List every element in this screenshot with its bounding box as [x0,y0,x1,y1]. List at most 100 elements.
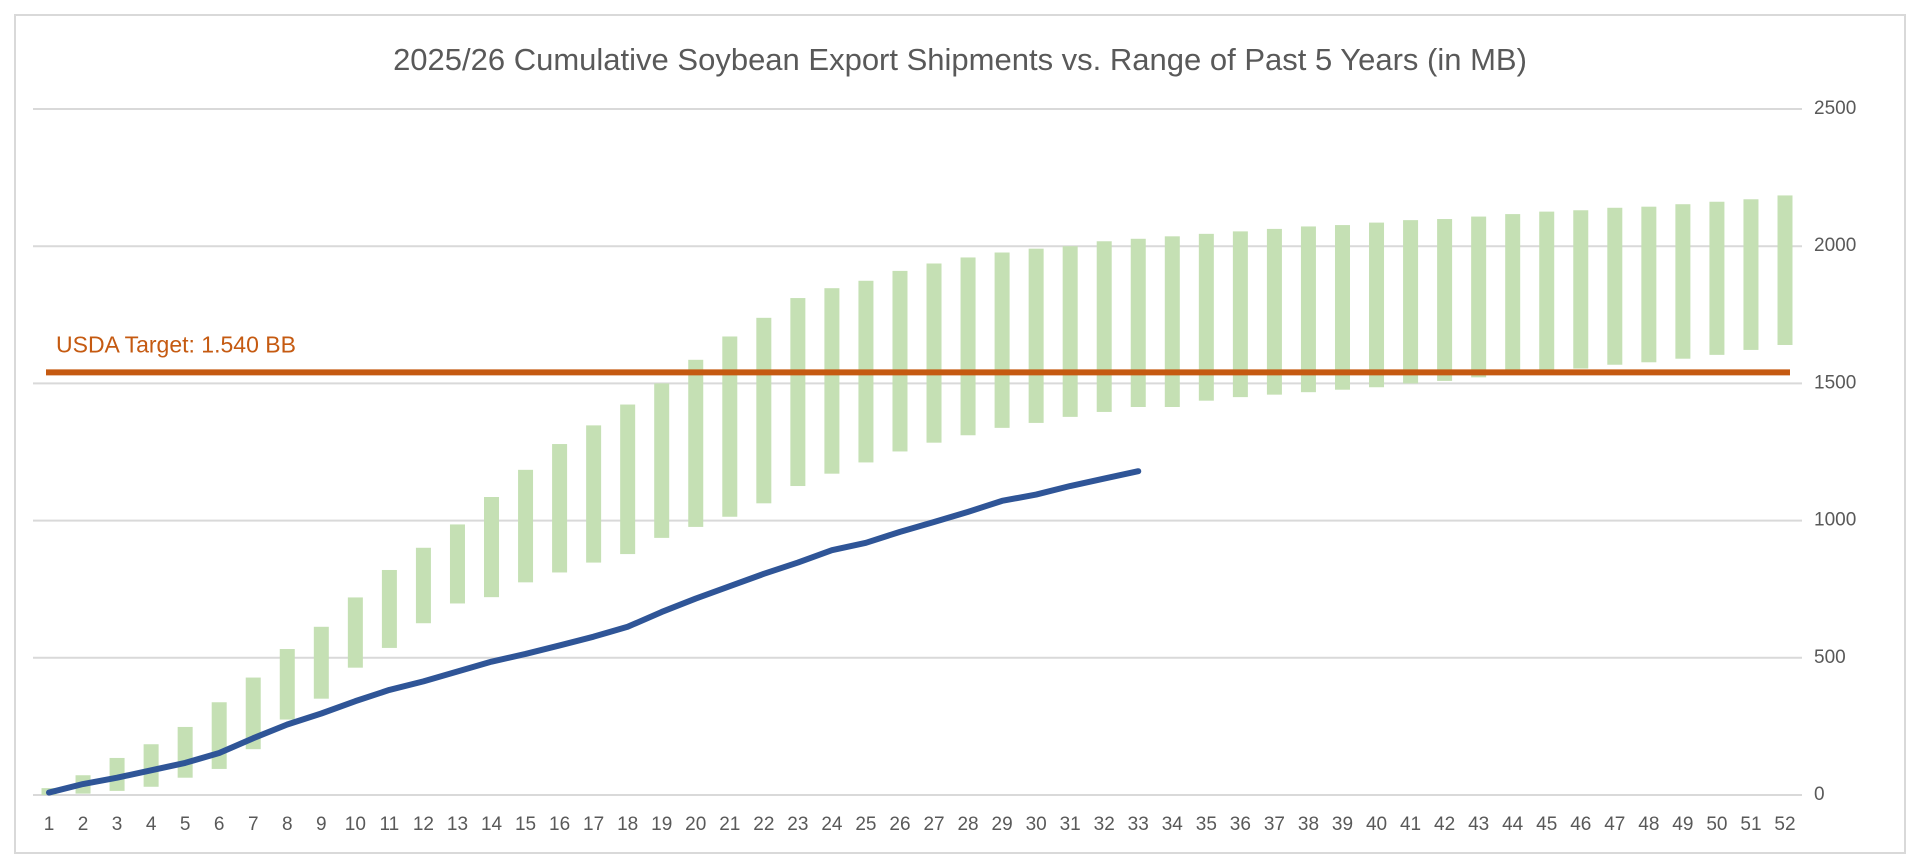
range-bar [1198,233,1214,401]
x-tick-label: 29 [992,814,1013,835]
x-tick-label: 26 [889,814,910,835]
x-tick-label: 2 [78,814,89,835]
range-bar [654,383,670,538]
x-tick-label: 16 [549,814,570,835]
range-bar [1266,228,1282,395]
range-bar [1232,231,1248,398]
x-tick-label: 7 [248,814,259,835]
x-tick-label: 42 [1434,814,1455,835]
range-bar [1062,246,1078,417]
range-bar [722,336,738,517]
range-bar [211,702,227,769]
range-bar [1028,248,1044,423]
x-tick-label: 12 [413,814,434,835]
x-tick-label: 4 [146,814,157,835]
range-bar [1096,241,1112,412]
range-bar [177,726,193,778]
x-tick-label: 51 [1740,814,1761,835]
range-bar [1607,207,1623,365]
range-bar [824,288,840,474]
y-tick-label: 1000 [1814,510,1856,531]
range-bar [484,497,500,598]
x-tick-label: 48 [1638,814,1659,835]
range-bar [245,677,261,750]
range-bar [1471,216,1487,378]
range-bar [1369,222,1385,388]
x-tick-label: 24 [821,814,843,835]
x-tick-label: 13 [447,814,468,835]
x-tick-label: 36 [1230,814,1251,835]
x-tick-label: 25 [855,814,876,835]
x-tick-label: 27 [923,814,944,835]
range-bar [620,404,636,555]
x-tick-label: 43 [1468,814,1489,835]
range-bar [1300,226,1316,393]
x-tick-label: 23 [787,814,808,835]
range-bar [1675,204,1691,359]
range-bar [143,744,159,787]
x-tick-label: 34 [1162,814,1184,835]
range-bar [1437,219,1453,381]
x-tick-label: 47 [1604,814,1625,835]
x-tick-label: 21 [719,814,740,835]
x-tick-label: 32 [1094,814,1115,835]
y-tick-label: 0 [1814,784,1825,805]
range-bar [415,547,431,624]
range-bar [688,359,704,527]
range-bar [994,252,1010,428]
range-bar [347,597,363,668]
range-bar [1641,206,1657,363]
x-tick-label: 14 [481,814,503,835]
x-tick-label: 15 [515,814,536,835]
x-tick-label: 50 [1706,814,1727,835]
range-bar [960,257,976,436]
range-bar [109,757,125,791]
x-tick-label: 11 [380,814,400,835]
x-tick-label: 8 [282,814,293,835]
range-bar [518,469,534,583]
x-tick-label: 28 [957,814,978,835]
range-bar [1334,225,1350,390]
range-bar [381,569,397,648]
range-bar [926,263,942,443]
x-tick-label: 31 [1060,814,1081,835]
chart-title: 2025/26 Cumulative Soybean Export Shipme… [393,42,1527,77]
range-bar [313,626,329,699]
y-tick-label: 2500 [1814,98,1856,119]
x-tick-label: 18 [617,814,638,835]
x-tick-label: 46 [1570,814,1591,835]
x-tick-label: 38 [1298,814,1319,835]
x-tick-label: 19 [651,814,672,835]
y-tick-label: 2000 [1814,235,1856,256]
y-tick-label: 1500 [1814,372,1856,393]
x-tick-label: 39 [1332,814,1353,835]
range-bar [1709,201,1725,355]
x-tick-label: 45 [1536,814,1557,835]
range-bar [1164,236,1180,407]
x-tick-label: 37 [1264,814,1285,835]
x-tick-label: 22 [753,814,774,835]
x-tick-label: 49 [1672,814,1693,835]
range-bar [1539,211,1555,372]
x-tick-label: 1 [44,814,55,835]
x-tick-label: 6 [214,814,225,835]
y-tick-label: 500 [1814,647,1846,668]
x-tick-label: 3 [112,814,123,835]
range-bar [586,425,602,563]
x-tick-label: 10 [345,814,366,835]
range-bar [1573,210,1589,369]
range-bar [756,317,772,504]
range-bar [1777,195,1793,345]
x-tick-label: 52 [1774,814,1795,835]
range-bar [279,649,295,720]
range-bar [790,298,806,487]
range-bar [1505,214,1521,375]
range-bar [449,524,465,604]
range-bar [1130,238,1146,407]
x-tick-label: 17 [583,814,604,835]
x-tick-label: 44 [1502,814,1524,835]
x-tick-label: 41 [1400,814,1421,835]
shipments-line [46,468,1142,796]
chart-border [14,14,1906,854]
